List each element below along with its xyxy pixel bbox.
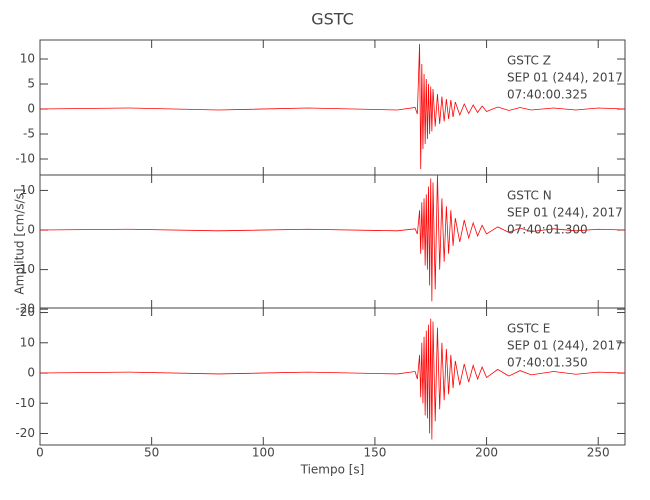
y-tick-label: -20: [15, 302, 35, 316]
x-tick-label: 250: [587, 446, 610, 460]
waveform: [39, 174, 626, 302]
trace-annotation: 07:40:01.350: [507, 356, 588, 370]
trace-annotation: 07:40:01.300: [507, 223, 588, 237]
y-axis-label: Amplitud [cm/s/s]: [13, 188, 27, 294]
x-tick-label: 150: [363, 446, 386, 460]
trace-annotation: GSTC N: [507, 189, 552, 203]
trace-annotation: GSTC E: [507, 322, 550, 336]
y-tick-label: -5: [23, 127, 35, 141]
trace-annotation: SEP 01 (244), 2017: [507, 339, 623, 353]
y-tick-label: 10: [20, 335, 35, 349]
x-tick-label: 200: [475, 446, 498, 460]
x-tick-label: 100: [252, 446, 275, 460]
x-tick-label: 50: [144, 446, 159, 460]
waveform: [39, 318, 626, 440]
trace-annotation: 07:40:00.325: [507, 88, 588, 102]
y-tick-label: 0: [27, 223, 35, 237]
y-tick-label: 20: [20, 305, 35, 319]
waveform: [39, 43, 626, 170]
y-tick-label: 10: [20, 52, 35, 66]
trace-annotation: SEP 01 (244), 2017: [507, 71, 623, 85]
y-tick-label: -10: [15, 396, 35, 410]
y-tick-label: 0: [27, 102, 35, 116]
y-tick-label: 10: [20, 183, 35, 197]
x-tick-label: 0: [36, 446, 44, 460]
trace-annotation: SEP 01 (244), 2017: [507, 206, 623, 220]
trace-annotation: GSTC Z: [507, 54, 551, 68]
x-axis-label: Tiempo [s]: [300, 463, 365, 477]
panel-frame: [39, 307, 626, 446]
y-tick-label: -10: [15, 152, 35, 166]
chart-title: GSTC: [311, 10, 354, 29]
y-tick-label: -10: [15, 262, 35, 276]
y-tick-label: 5: [27, 77, 35, 91]
y-tick-label: 0: [27, 366, 35, 380]
y-tick-label: -20: [15, 426, 35, 440]
